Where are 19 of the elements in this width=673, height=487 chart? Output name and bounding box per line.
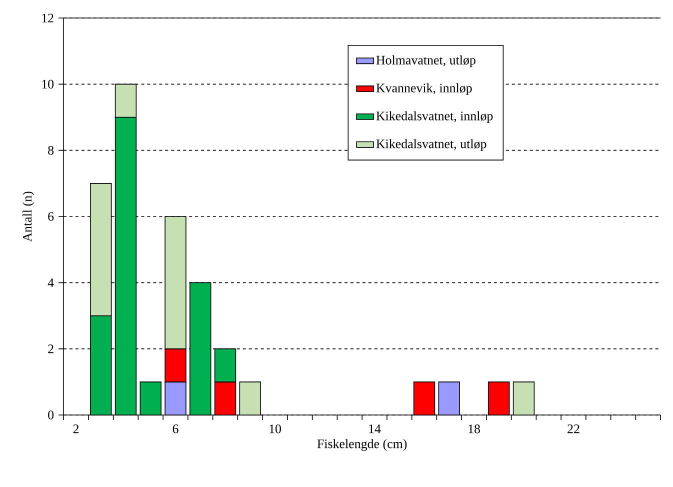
- x-tick-label: 22: [568, 424, 580, 434]
- legend-label: Kvannevik, innløp: [376, 83, 472, 96]
- legend-label: Kikedalsvatnet, innløp: [376, 111, 493, 123]
- x-tick-label: 14: [369, 424, 381, 434]
- x-tick-label: 18: [468, 424, 480, 434]
- x-axis-title: Fiskelengde (cm): [317, 439, 407, 451]
- legend-label: Kikedalsvatnet, utløp: [376, 139, 486, 151]
- y-tick-label: 6: [48, 212, 54, 221]
- x-tick-label: 6: [172, 424, 178, 434]
- legend-label: Holmavatnet, utløp: [376, 55, 476, 68]
- y-tick-label: 2: [48, 344, 54, 354]
- y-tick-label: 10: [42, 80, 54, 89]
- y-tick-label: 8: [48, 146, 54, 155]
- y-tick-label: 0: [48, 410, 54, 420]
- y-tick-label: 12: [42, 14, 54, 22]
- x-tick-label: 10: [270, 424, 281, 434]
- x-tick-label: 2: [73, 424, 79, 434]
- y-tick-label: 4: [48, 278, 54, 287]
- y-axis-title: Antall (n): [22, 192, 34, 242]
